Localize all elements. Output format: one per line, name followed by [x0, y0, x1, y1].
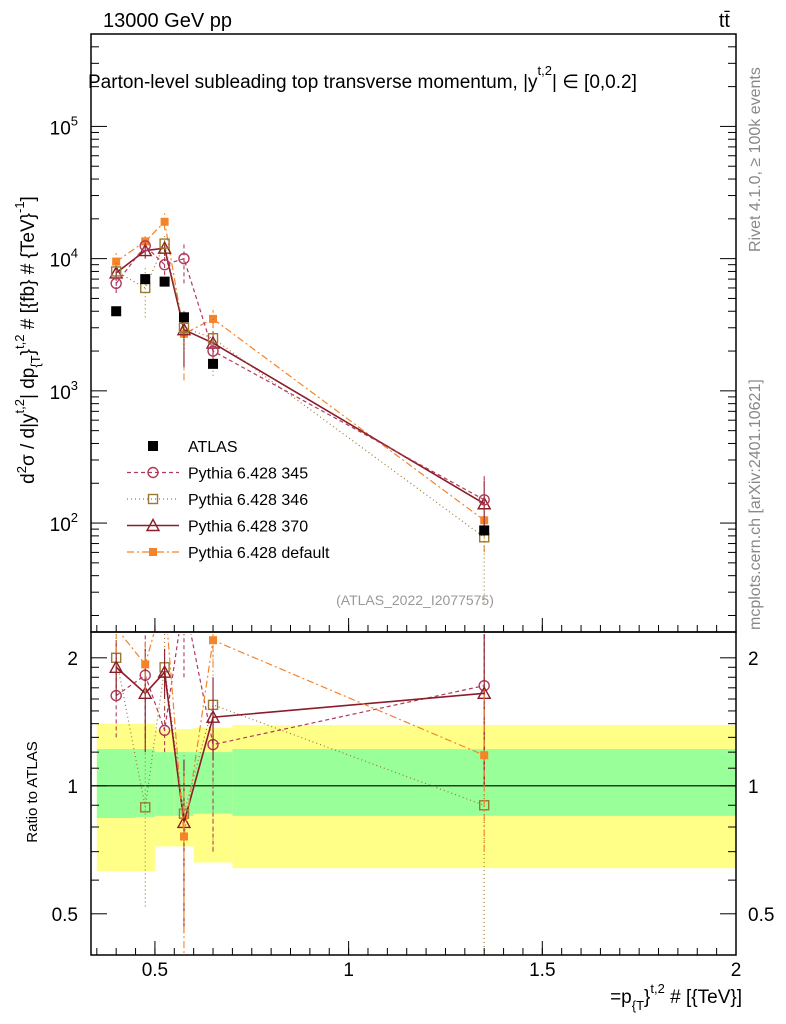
y-tick-label-ratio-right-2: 2 — [748, 649, 759, 670]
main-point-pythia-6-428-345-3 — [178, 252, 190, 265]
ratio-panel-series — [109, 592, 492, 955]
uncertainty-bands — [91, 723, 736, 872]
main-point-pythia-6-428-default-0 — [112, 257, 121, 266]
energy-label: 13000 GeV pp — [103, 10, 232, 32]
main-point-pythia-6-428-346-2 — [159, 238, 170, 249]
main-point-pythia-6-428-345-1 — [139, 240, 151, 252]
ratio-point-pythia-6-428-default-1 — [141, 660, 150, 669]
main-point-atlas-1 — [140, 274, 151, 285]
main-line-pythia-6-428-345 — [115, 244, 485, 501]
main-point-atlas-0 — [111, 306, 122, 317]
analysis-id-label: (ATLAS_2022_I2077575) — [336, 592, 494, 608]
main-point-atlas-4 — [208, 358, 219, 369]
ratio-point-pythia-6-428-370-2 — [157, 664, 172, 678]
green-band-0 — [96, 749, 136, 818]
main-point-pythia-6-428-default-2 — [160, 217, 169, 226]
legend-marker-pythia-6-428-346 — [147, 493, 159, 505]
green-band-2 — [154, 752, 175, 816]
main-point-atlas-3 — [178, 312, 189, 323]
main-panel-series — [109, 213, 492, 603]
y-tick-label-main-1: 103 — [50, 378, 78, 404]
ratio-point-pythia-6-428-370-1 — [138, 685, 153, 700]
ratio-point-pythia-6-428-370-4 — [205, 709, 221, 723]
y-tick-label-main-2: 104 — [50, 246, 78, 272]
ratio-point-pythia-6-428-345-3 — [179, 594, 189, 604]
y-tick-label-main-0: 102 — [50, 510, 78, 536]
ratio-point-pythia-6-428-default-3 — [179, 832, 188, 841]
chart-title: Parton-level subleading top transverse m… — [88, 63, 637, 93]
ratio-point-pythia-6-428-345-2 — [158, 724, 171, 737]
process-label: tt̄ — [719, 10, 731, 32]
green-band-1 — [135, 749, 155, 817]
legend-marker-pythia-6-428-370 — [145, 518, 161, 532]
main-point-pythia-6-428-345-0 — [110, 277, 122, 290]
x-tick-label-3: 2 — [731, 960, 742, 981]
y-axis-label-main: d2σ / d|yt,2| dp{T}t,2 # [{fb} # {TeV}-1… — [12, 196, 43, 484]
y-tick-label-ratio-1: 1 — [67, 777, 78, 798]
axis-ticks: 0.5 1 1.5 2 102 103 104 105 0.5 0.5 1 1 2 2 — [50, 33, 774, 981]
legend-marker-pythia-6-428-345 — [147, 466, 159, 479]
y-tick-label-ratio-right-0: 0.5 — [748, 905, 774, 926]
main-point-atlas-5 — [479, 525, 490, 536]
legend-marker-atlas — [148, 441, 158, 451]
legend-label-pythia-6-428-default: Pythia 6.428 default — [188, 545, 330, 562]
x-axis-label: =p{T}t,2 # [{TeV}] — [610, 981, 742, 1013]
legend-label-pythia-6-428-370: Pythia 6.428 370 — [188, 519, 308, 536]
y-axis-label-ratio: Ratio to ATLAS — [24, 741, 41, 842]
main-point-pythia-6-428-345-5 — [478, 494, 490, 506]
legend: ATLAS Pythia 6.428 345 Pythia 6.428 346 Pyt… — [127, 439, 330, 562]
main-point-pythia-6-428-346-3 — [178, 322, 190, 333]
x-tick-label-0: 0.5 — [142, 960, 168, 981]
legend-label-pythia-6-428-346: Pythia 6.428 346 — [188, 492, 308, 509]
legend-label-pythia-6-428-345: Pythia 6.428 345 — [188, 466, 308, 483]
legend-label-atlas: ATLAS — [188, 439, 238, 456]
main-line-pythia-6-428-default — [115, 220, 485, 521]
ratio-point-pythia-6-428-default-5 — [480, 751, 489, 760]
ratio-point-pythia-6-428-370-0 — [109, 659, 124, 673]
ratio-point-pythia-6-428-346-1 — [140, 802, 151, 813]
rivet-version-label: Rivet 4.1.0, ≥ 100k events — [747, 67, 764, 252]
x-tick-label-2: 1.5 — [529, 960, 555, 981]
main-point-atlas-2 — [159, 276, 170, 287]
ratio-line-pythia-6-428-345 — [115, 634, 485, 746]
ratio-point-pythia-6-428-default-4 — [209, 636, 218, 645]
mcplots-label: mcplots.cern.ch [arXiv:2401.10621] — [747, 379, 764, 630]
ratio-panel-frame — [90, 631, 737, 956]
y-tick-label-ratio-right-1: 1 — [748, 777, 759, 798]
y-tick-label-ratio-0: 0.5 — [52, 905, 78, 926]
legend-marker-pythia-6-428-default — [149, 548, 157, 556]
x-tick-label-1: 1 — [343, 960, 354, 981]
ratio-line-pythia-6-428-370 — [115, 666, 485, 823]
ratio-point-pythia-6-428-default-2 — [161, 592, 169, 600]
main-point-pythia-6-428-345-2 — [158, 258, 171, 271]
y-tick-label-main-3: 105 — [50, 113, 78, 139]
y-tick-label-ratio-2: 2 — [67, 649, 78, 670]
main-point-pythia-6-428-345-4 — [207, 345, 219, 357]
